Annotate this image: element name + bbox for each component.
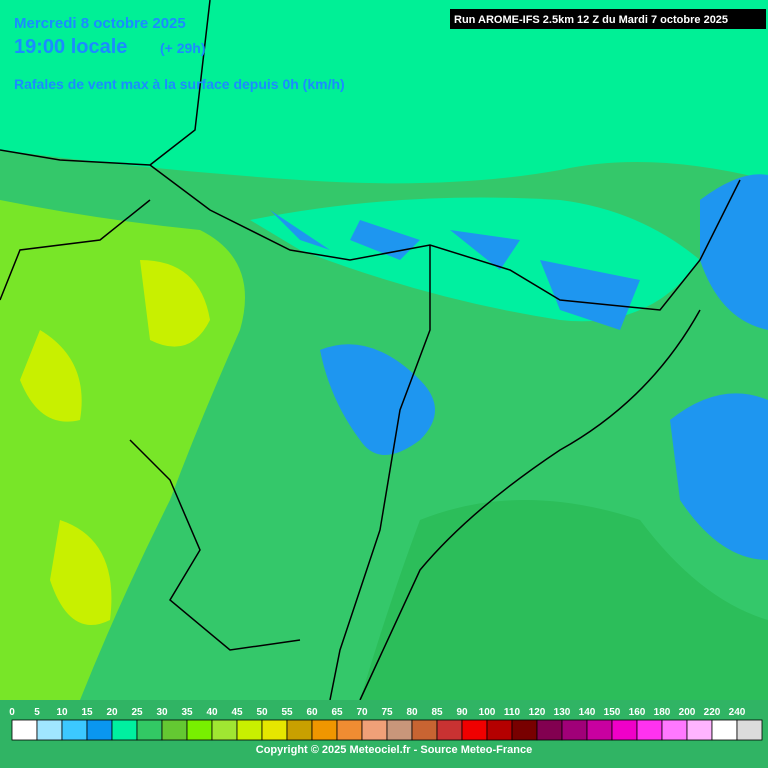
color-box (211, 719, 238, 741)
legend-label: 60 (306, 707, 318, 718)
color-box (561, 719, 588, 741)
date: Mercredi 8 octobre 2025 (14, 15, 186, 32)
legend-label: 220 (704, 707, 721, 718)
color-box (86, 719, 113, 741)
run-box (450, 9, 766, 29)
color-box (636, 719, 663, 741)
color-box (486, 719, 513, 741)
legend-label: 75 (381, 707, 393, 718)
legend-label: 150 (604, 707, 621, 718)
color-box (36, 719, 63, 741)
legend-label: 80 (406, 707, 418, 718)
legend-label: 240 (729, 707, 746, 718)
color-box (186, 719, 213, 741)
legend-label: 100 (479, 707, 496, 718)
legend-label: 10 (56, 707, 68, 718)
legend-label: 130 (554, 707, 571, 718)
legend-label: 200 (679, 707, 696, 718)
legend-label: 55 (281, 707, 293, 718)
color-box (336, 719, 363, 741)
legend-label: 180 (654, 707, 671, 718)
color-box (736, 719, 763, 741)
legend-label: 35 (181, 707, 193, 718)
legend-label: 40 (206, 707, 218, 718)
color-box (436, 719, 463, 741)
color-box (686, 719, 713, 741)
color-box (311, 719, 338, 741)
legend-label: 110 (504, 707, 521, 718)
color-box (661, 719, 688, 741)
color-box (711, 719, 738, 741)
legend-label: 85 (431, 707, 443, 718)
legend-label: 5 (34, 707, 40, 718)
legend-label: 120 (529, 707, 546, 718)
color-box (161, 719, 188, 741)
legend-label: 70 (356, 707, 368, 718)
color-box (386, 719, 413, 741)
legend-label: 160 (629, 707, 646, 718)
color-box (586, 719, 613, 741)
legend-label: 30 (156, 707, 168, 718)
color-box (11, 719, 38, 741)
color-box (536, 719, 563, 741)
color-box (61, 719, 88, 741)
legend-label: 45 (231, 707, 243, 718)
legend-label: 140 (579, 707, 596, 718)
color-box (261, 719, 288, 741)
legend-label: 25 (131, 707, 143, 718)
color-box (411, 719, 438, 741)
color-box (361, 719, 388, 741)
colorbar: 0 5 10 15 20 25 30 35 40 45 50 55 60 65 70 75 80 85 90 100 1… (9, 707, 763, 741)
color-box (286, 719, 313, 741)
subtitle: Rafales de vent max à la surface depuis … (14, 76, 345, 92)
legend-label: 0 (9, 707, 15, 718)
color-box (511, 719, 538, 741)
legend-label: 90 (456, 707, 468, 718)
legend-label: 20 (106, 707, 118, 718)
lead-time: (+ 29h) (160, 40, 206, 56)
legend-label: 15 (81, 707, 93, 718)
color-box (236, 719, 263, 741)
color-box (136, 719, 163, 741)
legend-label: 50 (256, 707, 268, 718)
color-box (461, 719, 488, 741)
legend-label: 65 (331, 707, 343, 718)
color-box (111, 719, 138, 741)
copyright: Copyright © 2025 Meteociel.fr - Source M… (256, 744, 532, 756)
color-box (611, 719, 638, 741)
map (0, 0, 768, 701)
run-info: Run AROME-IFS 2.5km 12 Z du Mardi 7 octo… (454, 14, 728, 26)
time: 19:00 locale (14, 36, 127, 58)
